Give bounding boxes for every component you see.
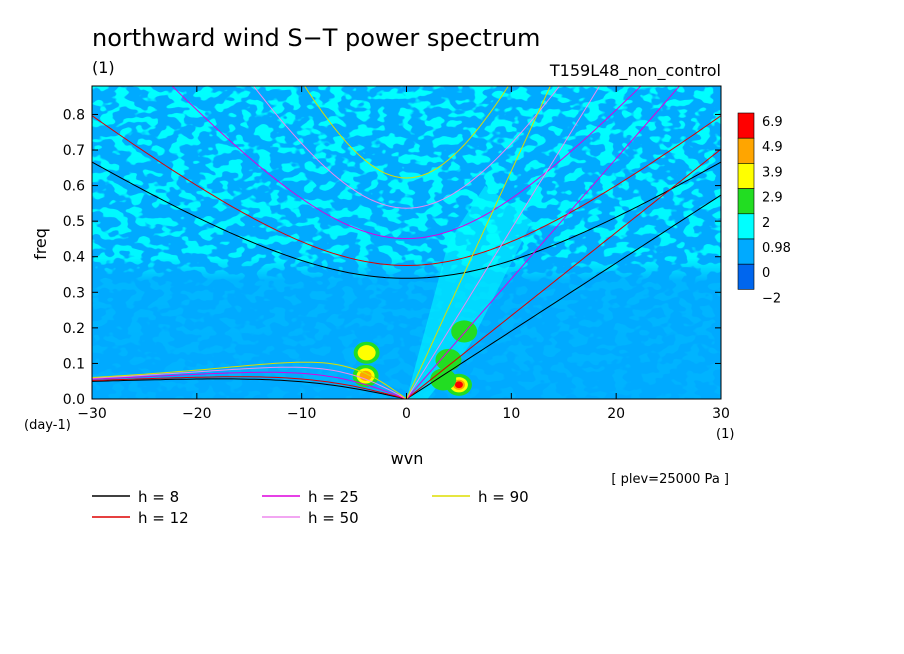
x-tick-label: 10 bbox=[502, 406, 520, 422]
contour-patch bbox=[454, 381, 463, 389]
y-tick-label: 0.0 bbox=[63, 392, 85, 408]
y-tick-label: 0.3 bbox=[63, 285, 85, 301]
kelvin-curve bbox=[406, 194, 721, 399]
y-tick-label: 0.5 bbox=[63, 214, 85, 230]
inertia-gravity-curve bbox=[304, 86, 509, 179]
colorbar: 6.9 4.9 3.9 2.9 2 0.98 0 −2 bbox=[737, 112, 791, 306]
y-tick-label: 0.1 bbox=[63, 356, 85, 372]
x-axis-unit: (1) bbox=[716, 427, 734, 442]
colorbar-swatch bbox=[737, 137, 755, 164]
x-tick-label: −30 bbox=[77, 406, 107, 422]
x-tick-label: −20 bbox=[182, 406, 212, 422]
level-annotation: [ plev=25000 Pa ] bbox=[611, 472, 729, 487]
eastward-wave-band bbox=[406, 185, 533, 399]
contour-patch bbox=[435, 348, 462, 371]
legend-label: h = 8 bbox=[138, 488, 179, 506]
legend-label: h = 12 bbox=[138, 509, 189, 527]
legend-label: h = 25 bbox=[308, 488, 359, 506]
y-axis-unit: (day-1) bbox=[24, 418, 71, 433]
colorbar-label: 0 bbox=[762, 266, 770, 281]
y-tick-label: 0.2 bbox=[63, 321, 85, 337]
colorbar-swatch bbox=[737, 188, 755, 215]
colorbar-label: 4.9 bbox=[762, 140, 783, 155]
rossby-curve bbox=[92, 371, 407, 399]
colorbar-label: 0.98 bbox=[762, 241, 791, 256]
band-region bbox=[406, 185, 533, 399]
inertia-gravity-curve bbox=[171, 86, 642, 240]
inertia-gravity-curve bbox=[252, 86, 561, 209]
kelvin-curve bbox=[406, 86, 551, 399]
legend: h = 8 h = 12 h = 25 h = 50 h = 90 bbox=[92, 488, 529, 527]
y-tick-label: 0.4 bbox=[63, 250, 85, 266]
plot-area bbox=[91, 85, 722, 400]
colorbar-label: 2.9 bbox=[762, 191, 783, 206]
inertia-gravity-curve bbox=[92, 115, 721, 267]
dispersion-curves bbox=[92, 86, 721, 399]
y-tick-label: 0.8 bbox=[63, 107, 85, 123]
inertia-gravity-curve bbox=[92, 161, 721, 279]
contour-patch bbox=[357, 345, 376, 361]
colorbar-swatch bbox=[737, 213, 755, 240]
x-axis-label: wvn bbox=[391, 449, 424, 468]
contour-patches bbox=[352, 320, 478, 396]
y-tick-label: 0.6 bbox=[63, 179, 85, 195]
kelvin-curve bbox=[406, 148, 721, 399]
colorbar-swatch bbox=[737, 263, 755, 290]
contour-patch bbox=[430, 368, 457, 391]
colorbar-swatch bbox=[737, 163, 755, 189]
x-axis-ticks: −30 −20 −10 0 10 20 30 bbox=[77, 86, 730, 422]
y-tick-label: 0.7 bbox=[63, 143, 85, 159]
legend-label: h = 90 bbox=[478, 488, 529, 506]
rossby-curve bbox=[92, 378, 407, 399]
kelvin-curve bbox=[406, 86, 681, 399]
experiment-name: T159L48_non_control bbox=[549, 61, 721, 81]
rossby-curve bbox=[92, 366, 407, 399]
x-tick-label: −10 bbox=[287, 406, 317, 422]
colorbar-label: −2 bbox=[762, 291, 781, 306]
colorbar-label: 2 bbox=[762, 216, 770, 231]
colorbar-label: 3.9 bbox=[762, 165, 783, 180]
kelvin-curve bbox=[406, 86, 601, 399]
noise-contours bbox=[92, 86, 721, 399]
x-tick-label: 30 bbox=[712, 406, 730, 422]
contour-patch bbox=[451, 320, 478, 343]
y-axis-label: freq bbox=[31, 228, 50, 260]
title-unit: (1) bbox=[92, 58, 115, 77]
y-axis-ticks: 0.0 0.1 0.2 0.3 0.4 0.5 0.6 0.7 0.8 bbox=[63, 107, 721, 408]
rossby-curve bbox=[92, 376, 407, 399]
x-tick-label: 20 bbox=[607, 406, 625, 422]
colorbar-swatch bbox=[737, 112, 755, 139]
colorbar-label: 6.9 bbox=[762, 115, 783, 130]
chart-title: northward wind S−T power spectrum bbox=[92, 24, 540, 52]
colorbar-swatch bbox=[737, 238, 755, 265]
x-tick-label: 0 bbox=[402, 406, 411, 422]
rossby-curve bbox=[92, 361, 407, 399]
legend-label: h = 50 bbox=[308, 509, 359, 527]
